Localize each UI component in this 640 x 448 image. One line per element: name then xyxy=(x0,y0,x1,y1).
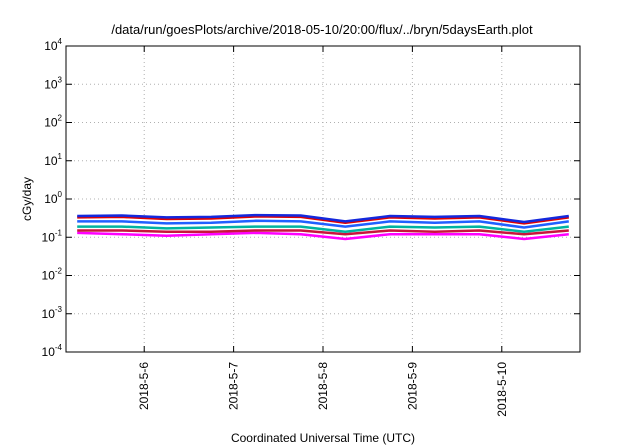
chart-title: /data/run/goesPlots/archive/2018-05-10/2… xyxy=(111,22,533,37)
x-tick-label: 2018-5-7 xyxy=(227,362,241,410)
series-group xyxy=(77,213,569,241)
y-tick-label: 101 xyxy=(44,152,62,168)
series-line-5 xyxy=(77,215,569,225)
x-tick-label: 2018-5-8 xyxy=(316,362,330,410)
y-tick-label: 104 xyxy=(44,37,62,53)
x-tick-label: 2018-5-6 xyxy=(137,362,151,410)
y-tick-label: 103 xyxy=(44,75,62,91)
y-axis-label: cGy/day xyxy=(20,177,34,221)
y-tick-label: 102 xyxy=(44,114,62,130)
grid xyxy=(66,46,580,352)
y-tick-label: 10-3 xyxy=(42,305,63,321)
x-tick-label: 2018-5-10 xyxy=(495,362,509,417)
series-line-6 xyxy=(77,213,569,224)
y-axis-ticks: 10-4 10-3 10-2 10-1 100 101 102 103 104 xyxy=(42,37,580,359)
x-axis-ticks: 2018-5-6 2018-5-7 2018-5-8 2018-5-9 2018-5-1… xyxy=(137,46,509,417)
series-line-4 xyxy=(77,219,569,229)
series-line-2 xyxy=(77,229,569,236)
x-axis-label: Coordinated Universal Time (UTC) xyxy=(231,431,415,445)
y-tick-label: 100 xyxy=(44,190,62,206)
x-tick-label: 2018-5-9 xyxy=(405,362,419,410)
series-line-1 xyxy=(77,231,569,241)
y-tick-label: 10-1 xyxy=(42,228,63,244)
y-tick-label: 10-2 xyxy=(42,267,63,283)
series-line-3 xyxy=(77,225,569,233)
y-tick-label: 10-4 xyxy=(42,343,63,359)
